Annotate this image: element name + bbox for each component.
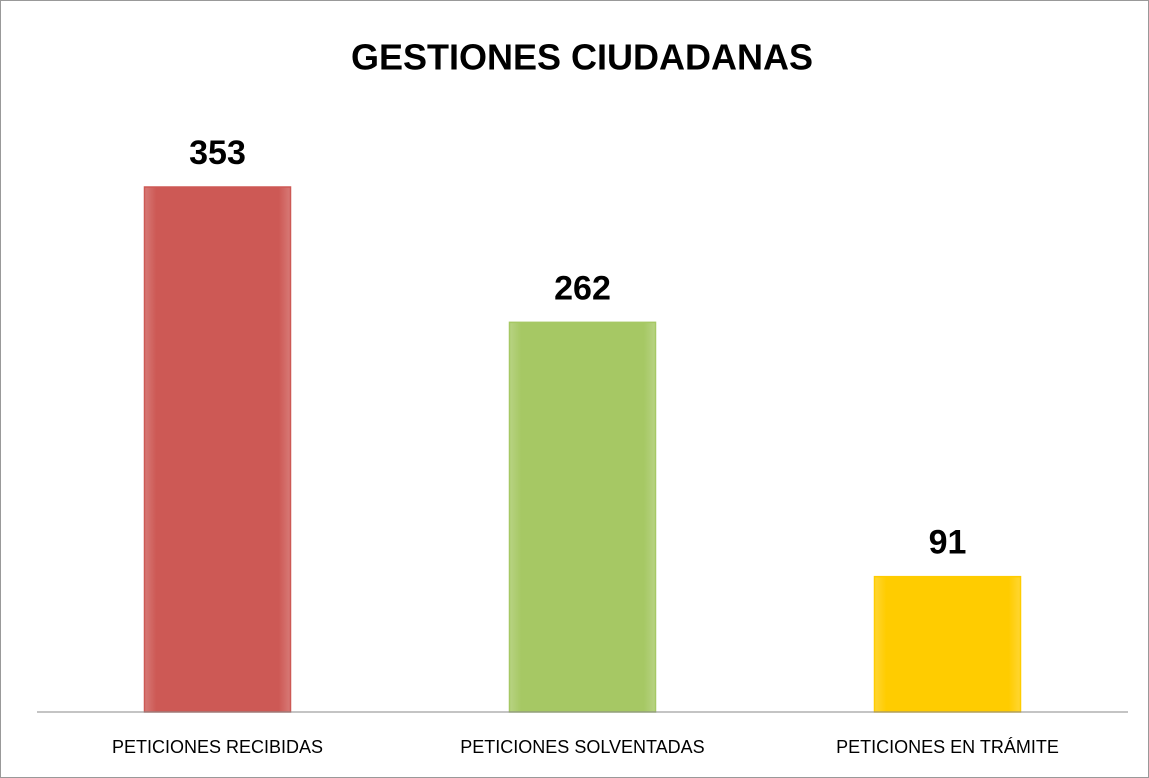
value-label: 91 xyxy=(929,524,967,562)
bar xyxy=(508,321,657,713)
x-tick-label: PETICIONES RECIBIDAS xyxy=(112,737,323,757)
bar xyxy=(143,186,292,713)
value-label: 262 xyxy=(554,269,611,307)
x-tick-label: PETICIONES EN TRÁMITE xyxy=(836,737,1059,757)
value-label: 353 xyxy=(189,134,246,172)
chart-title: GESTIONES CIUDADANAS xyxy=(351,37,813,78)
x-tick-label: PETICIONES SOLVENTADAS xyxy=(460,737,704,757)
bar xyxy=(873,575,1022,713)
